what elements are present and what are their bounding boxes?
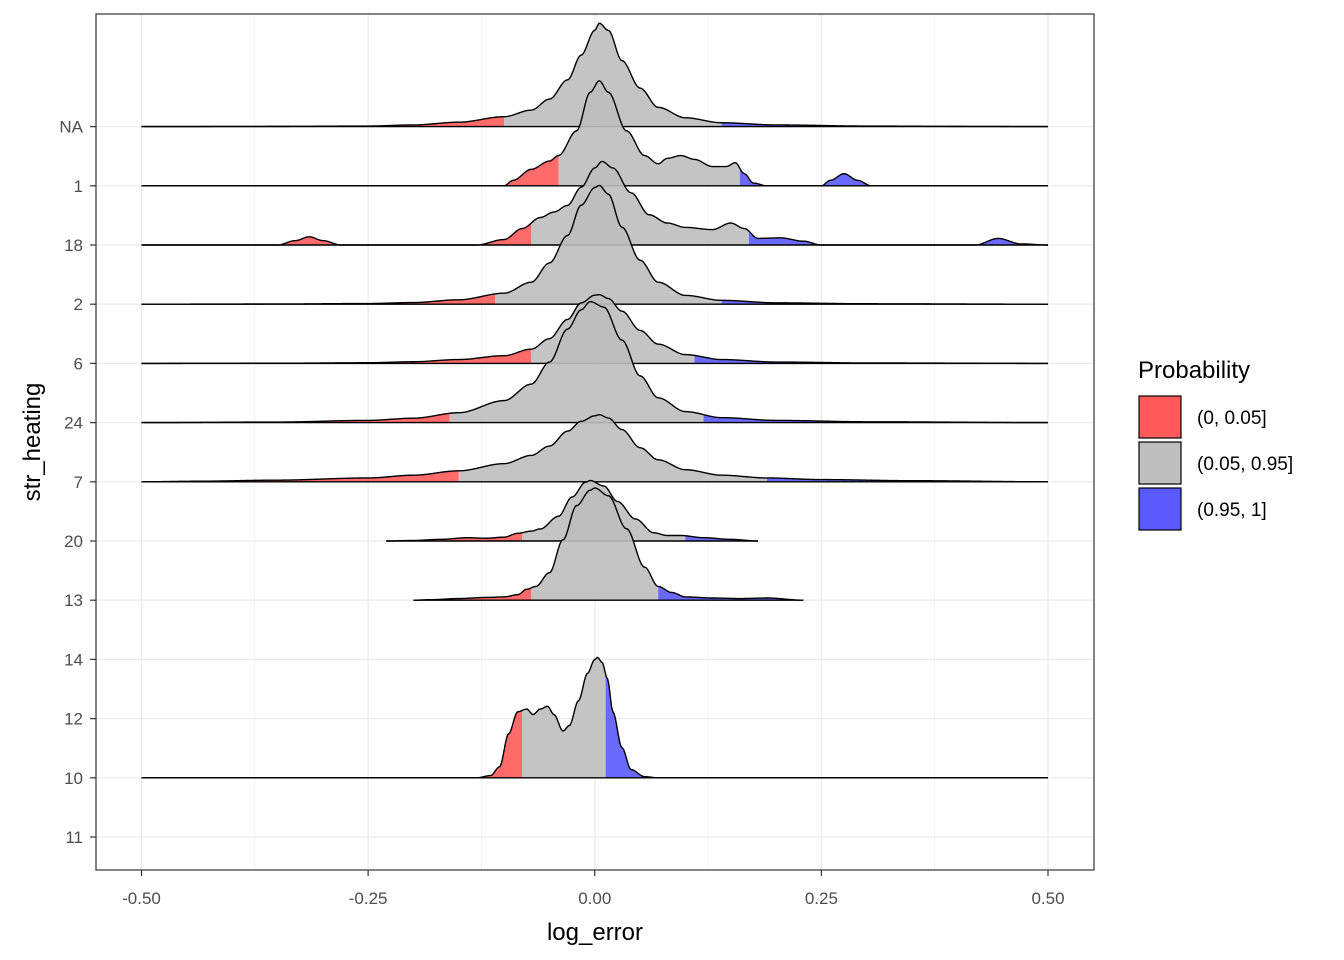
ridge-fill-upper-tail bbox=[694, 355, 1048, 364]
ridge-fill-central bbox=[495, 185, 722, 305]
x-tick-label: 0.50 bbox=[1031, 889, 1064, 908]
ridge-13 bbox=[413, 487, 804, 601]
density-ridges bbox=[141, 22, 1049, 779]
y-tick-label: 2 bbox=[74, 295, 83, 314]
legend-swatch bbox=[1138, 441, 1182, 485]
y-tick-label: 7 bbox=[74, 473, 83, 492]
y-tick-label: 14 bbox=[64, 650, 83, 669]
ridge-fill-upper-tail bbox=[748, 231, 1048, 245]
ridge-outline bbox=[413, 487, 804, 601]
legend-title: Probability bbox=[1138, 357, 1250, 384]
ridge-fill-upper-tail bbox=[685, 535, 758, 541]
x-axis-title: log_error bbox=[547, 919, 643, 946]
y-tick-label: 20 bbox=[64, 532, 83, 551]
minor-gridlines bbox=[254, 14, 936, 870]
legend-swatch bbox=[1138, 487, 1182, 531]
ridge-fill-central bbox=[449, 301, 704, 423]
y-tick-label: 1 bbox=[74, 177, 83, 196]
y-tick-label: 13 bbox=[64, 591, 83, 610]
y-tick-label: 12 bbox=[64, 710, 83, 729]
y-tick-label: 10 bbox=[64, 769, 83, 788]
ridge-fill-central bbox=[504, 23, 722, 127]
ridge-fill-lower-tail bbox=[386, 532, 523, 541]
ridge-outline bbox=[141, 414, 1048, 483]
ridge-fill-lower-tail bbox=[141, 116, 505, 127]
x-tick-label: 0.00 bbox=[578, 889, 611, 908]
x-axis: -0.50 -0.25 0.00 0.25 0.50 bbox=[122, 870, 1065, 908]
y-tick-label: 11 bbox=[65, 828, 83, 847]
x-tick-label: 0.25 bbox=[805, 889, 838, 908]
ridge-fill-central bbox=[458, 414, 767, 482]
ridge-1 bbox=[141, 80, 1048, 187]
ridge-fill-lower-tail bbox=[141, 470, 459, 482]
legend-label: (0.05, 0.95] bbox=[1197, 454, 1293, 475]
y-tick-label: 6 bbox=[74, 354, 83, 373]
y-axis: 11 10 12 14 13 20 7 24 6 2 18 1 NA bbox=[59, 118, 96, 847]
ridge-fill-lower-tail bbox=[141, 155, 559, 186]
ridge-fill-central bbox=[522, 657, 606, 778]
y-tick-label: 18 bbox=[64, 236, 83, 255]
legend-label: (0.95, 1] bbox=[1197, 500, 1267, 521]
x-tick-label: -0.50 bbox=[122, 889, 161, 908]
y-axis-title: str_heating bbox=[19, 383, 46, 502]
legend-swatch bbox=[1138, 395, 1182, 439]
ridge-10 bbox=[141, 656, 1048, 779]
plot-panel bbox=[95, 13, 1095, 871]
y-tick-label: 24 bbox=[64, 414, 83, 433]
ridge-fill-upper-tail bbox=[658, 586, 804, 601]
ridge-fill-central bbox=[531, 488, 659, 601]
x-tick-label: -0.25 bbox=[349, 889, 388, 908]
ridge-fill-lower-tail bbox=[141, 349, 532, 364]
y-tick-label: NA bbox=[59, 118, 83, 137]
ridge-fill-lower-tail bbox=[141, 413, 450, 423]
ridge-fill-lower-tail bbox=[141, 293, 496, 305]
ridge-outline bbox=[386, 479, 758, 542]
ridge-fill-upper-tail bbox=[766, 477, 1048, 482]
legend: Probability (0, 0.05] (0.05, 0.95] (0.95, … bbox=[1138, 357, 1293, 531]
ridge-fill-lower-tail bbox=[141, 223, 532, 245]
legend-label: (0, 0.05] bbox=[1197, 408, 1267, 429]
